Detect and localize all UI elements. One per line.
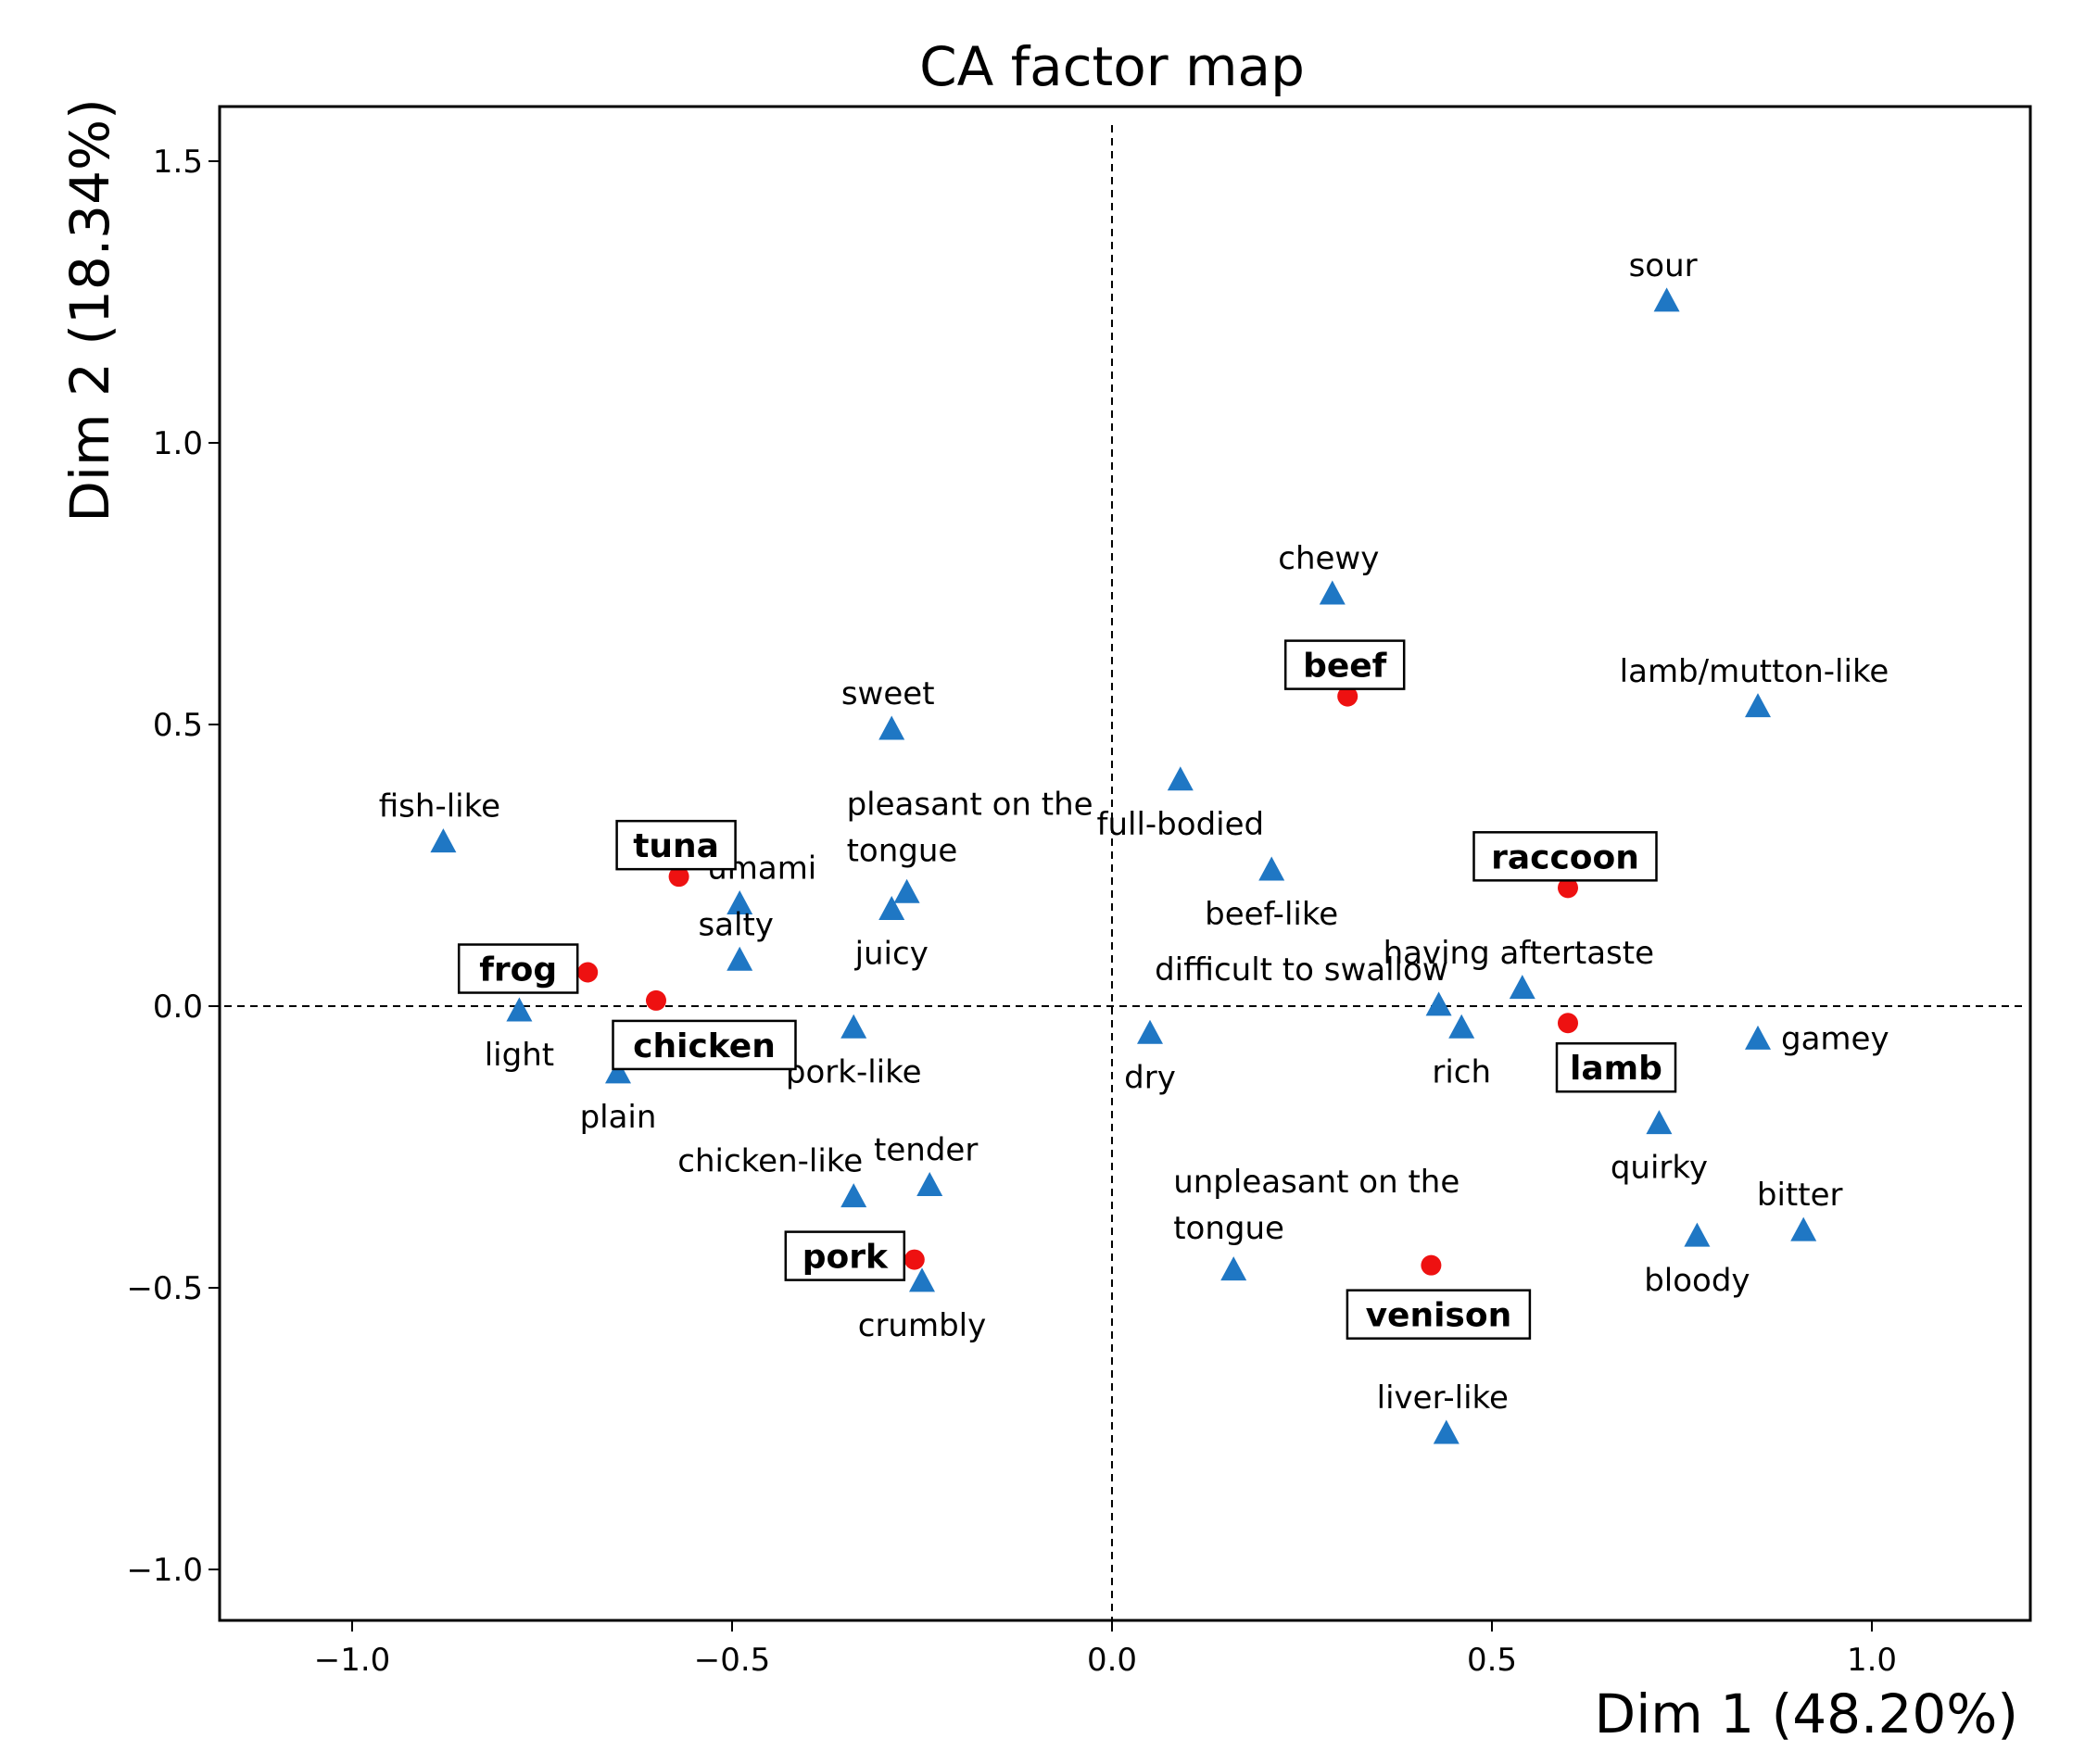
circle-marker-frog	[577, 962, 599, 983]
triangle-marker-rich	[1448, 1014, 1475, 1039]
y-tick-label: −1.0	[126, 1552, 203, 1589]
row-label-chicken: chicken	[633, 1027, 776, 1065]
column-label-fish-like: fish-like	[379, 788, 500, 825]
x-tick-label: 0.0	[1087, 1642, 1137, 1679]
row-label-raccoon: raccoon	[1491, 838, 1639, 876]
y-tick-label: −0.5	[126, 1270, 203, 1307]
row-label-box-venison	[1346, 1289, 1532, 1340]
triangle-marker-umami	[727, 889, 753, 914]
column-label-tender: tender	[874, 1132, 978, 1169]
triangle-marker-chicken-like	[840, 1183, 867, 1208]
column-label-dry: dry	[1124, 1059, 1176, 1096]
circle-marker-chicken	[646, 989, 666, 1011]
x-tick-label: −1.0	[314, 1642, 391, 1679]
triangle-marker-pork-like	[840, 1014, 867, 1039]
column-label-rich: rich	[1432, 1053, 1491, 1090]
row-label-box-lamb	[1555, 1041, 1677, 1093]
row-label-frog: frog	[479, 951, 557, 989]
triangle-marker-chewy	[1319, 580, 1346, 605]
row-label-beef: beef	[1303, 648, 1387, 686]
row-label-tuna: tuna	[633, 827, 719, 865]
column-label-gamey: gamey	[1781, 1020, 1889, 1057]
triangle-marker-sweet	[878, 715, 905, 740]
column-label-juicy: juicy	[854, 936, 929, 973]
column-label-difficult-to-swallow: difficult to swallow	[1155, 951, 1448, 989]
column-label-bitter: bitter	[1757, 1177, 1843, 1214]
triangle-marker-beef-like	[1258, 856, 1285, 881]
triangle-marker-dry	[1137, 1019, 1163, 1044]
triangle-marker-tender	[916, 1171, 943, 1196]
plot-area: −1.0 −0.5 0.0 0.5 1.0 −1.0 −0.5 0.0 0.5 1.0 1.5 sou…	[126, 105, 2032, 1679]
triangle-marker-unpleasant-on-the-tongue	[1220, 1256, 1247, 1281]
column-label-unpleasant-on-the-tongue: unpleasant on the	[1173, 1164, 1460, 1201]
column-label-pleasant-on-the-tongue: pleasant on the	[847, 786, 1093, 823]
column-label-beef-like: beef-like	[1205, 896, 1338, 933]
x-tick-label: 1.0	[1847, 1642, 1897, 1679]
column-label-liver-like: liver-like	[1377, 1380, 1509, 1417]
row-label-box-beef	[1283, 639, 1406, 690]
y-tick-label: 1.0	[153, 425, 203, 462]
circle-marker-raccoon	[1558, 877, 1578, 899]
column-label-unpleasant-on-the-tongue-line2: tongue	[1173, 1210, 1284, 1247]
triangle-marker-liver-like	[1433, 1419, 1460, 1444]
column-label-pleasant-on-the-tongue-line2: tongue	[847, 832, 958, 869]
triangle-marker-sour	[1653, 287, 1680, 312]
column-label-light: light	[485, 1037, 554, 1074]
column-label-lamb-mutton-like: lamb/mutton-like	[1620, 653, 1889, 690]
circle-marker-beef	[1337, 686, 1358, 707]
triangle-marker-crumbly	[909, 1267, 935, 1292]
triangle-marker-difficult-to-swallow	[1425, 991, 1452, 1016]
triangle-marker-light	[506, 997, 533, 1022]
triangle-marker-lamb-mutton-like	[1745, 693, 1771, 718]
column-label-sour: sour	[1629, 247, 1698, 284]
column-label-sweet: sweet	[841, 675, 935, 712]
column-label-salty: salty	[698, 906, 773, 943]
triangle-marker-gamey	[1745, 1025, 1771, 1050]
y-tick-label: 0.0	[153, 989, 203, 1026]
column-label-having-aftertaste: having aftertaste	[1384, 935, 1654, 972]
y-tick-label: 1.5	[153, 144, 203, 181]
column-label-pork-like: pork-like	[786, 1053, 922, 1090]
row-label-box-raccoon	[1472, 831, 1658, 882]
row-label-box-tuna	[615, 819, 737, 871]
x-axis-title: Dim 1 (48.20%)	[1595, 1682, 2018, 1745]
plot-frame	[218, 105, 2032, 1622]
y-tick-label: 0.5	[153, 707, 203, 744]
x-tick-label: −0.5	[694, 1642, 771, 1679]
row-label-box-chicken	[612, 1019, 797, 1071]
triangle-marker-fish-like	[430, 828, 457, 853]
column-label-chewy: chewy	[1278, 540, 1379, 577]
column-label-quirky: quirky	[1611, 1150, 1708, 1187]
row-label-venison: venison	[1366, 1297, 1512, 1335]
row-label-pork: pork	[802, 1239, 889, 1277]
column-label-crumbly: crumbly	[858, 1307, 987, 1344]
column-label-full-bodied: full-bodied	[1097, 806, 1265, 843]
triangle-marker-pleasant-on-the-tongue	[893, 878, 920, 903]
x-tick-label: 0.5	[1467, 1642, 1517, 1679]
row-label-box-frog	[457, 943, 579, 994]
triangle-marker-full-bodied	[1167, 766, 1194, 791]
circle-marker-lamb	[1558, 1013, 1578, 1034]
triangle-marker-salty	[727, 946, 753, 971]
triangle-marker-plain	[605, 1059, 631, 1084]
circle-marker-tuna	[668, 866, 689, 888]
triangle-marker-bloody	[1684, 1222, 1711, 1247]
chart-title: CA factor map	[919, 35, 1305, 98]
triangle-marker-quirky	[1646, 1110, 1673, 1135]
circle-marker-venison	[1421, 1254, 1442, 1276]
y-axis-title: Dim 2 (18.34%)	[58, 98, 121, 522]
column-label-plain: plain	[580, 1099, 657, 1136]
row-label-box-pork	[784, 1230, 906, 1281]
column-label-chicken-like: chicken-like	[677, 1143, 863, 1180]
circle-marker-pork	[904, 1249, 925, 1270]
triangle-marker-having-aftertaste	[1509, 975, 1535, 1000]
row-label-lamb: lamb	[1570, 1050, 1662, 1088]
triangle-marker-bitter	[1790, 1216, 1817, 1241]
triangle-marker-juicy	[878, 896, 905, 921]
column-label-bloody: bloody	[1644, 1262, 1750, 1299]
